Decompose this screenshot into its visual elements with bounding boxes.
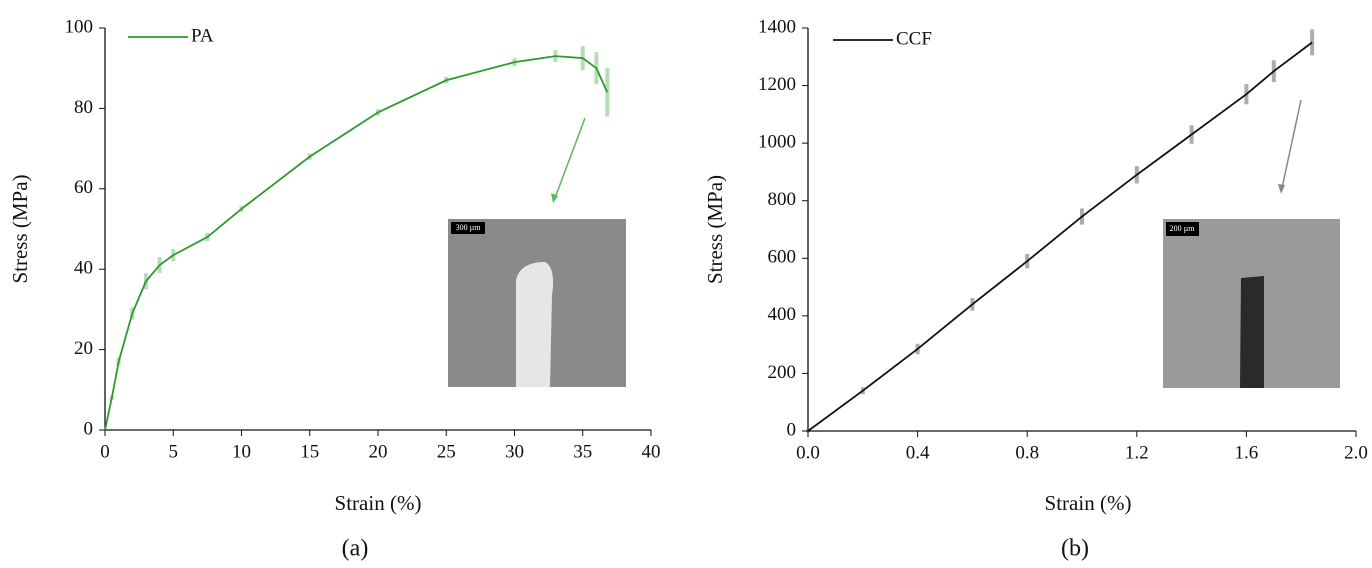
y-tick-label: 0 [787, 419, 797, 440]
y-tick-label: 60 [74, 177, 93, 198]
x-tick-label: 15 [300, 441, 319, 462]
x-tick-label: 5 [169, 441, 179, 462]
x-axis-label: Strain (%) [335, 491, 422, 515]
inset-label: 200 µm [1170, 224, 1196, 233]
y-tick-label: 100 [65, 16, 94, 37]
y-tick-label: 1400 [758, 16, 796, 37]
x-tick-label: 30 [505, 441, 524, 462]
y-tick-label: 0 [84, 418, 94, 439]
legend-label: PA [191, 25, 214, 46]
x-tick-label: 10 [232, 441, 251, 462]
x-tick-label: 1.6 [1235, 442, 1259, 463]
y-tick-label: 600 [768, 247, 797, 268]
x-tick-label: 25 [437, 441, 456, 462]
x-tick-label: 2.0 [1344, 442, 1368, 463]
x-tick-label: 40 [642, 441, 661, 462]
inset-a [448, 219, 626, 387]
y-tick-label: 400 [768, 304, 797, 325]
x-tick-label: 0.0 [796, 442, 820, 463]
data-line [104, 55, 609, 431]
caption: (a) [342, 536, 369, 562]
data-line [807, 41, 1313, 432]
arrows [551, 99, 1302, 203]
y-axis-label: Stress (MPa) [8, 174, 32, 283]
x-tick-label: 20 [369, 441, 388, 462]
y-tick-label: 1200 [758, 74, 796, 95]
x-axis-label: Strain (%) [1045, 491, 1132, 515]
x-tick-label: 0.4 [906, 442, 930, 463]
x-tick-label: 35 [573, 441, 592, 462]
inset-b [1163, 219, 1340, 388]
y-tick-label: 40 [74, 258, 93, 279]
y-tick-label: 800 [768, 189, 797, 210]
x-tick-label: 0.8 [1015, 442, 1039, 463]
y-axis-label: Stress (MPa) [703, 175, 727, 284]
y-tick-label: 1000 [758, 132, 796, 153]
x-tick-label: 1.2 [1125, 442, 1149, 463]
y-tick-label: 20 [74, 338, 93, 359]
caption: (b) [1061, 536, 1089, 562]
y-tick-label: 200 [768, 362, 797, 383]
x-tick-label: 0 [100, 441, 110, 462]
inset-label: 300 µm [456, 223, 482, 232]
y-tick-label: 80 [74, 97, 93, 118]
legend-label: CCF [896, 28, 932, 49]
